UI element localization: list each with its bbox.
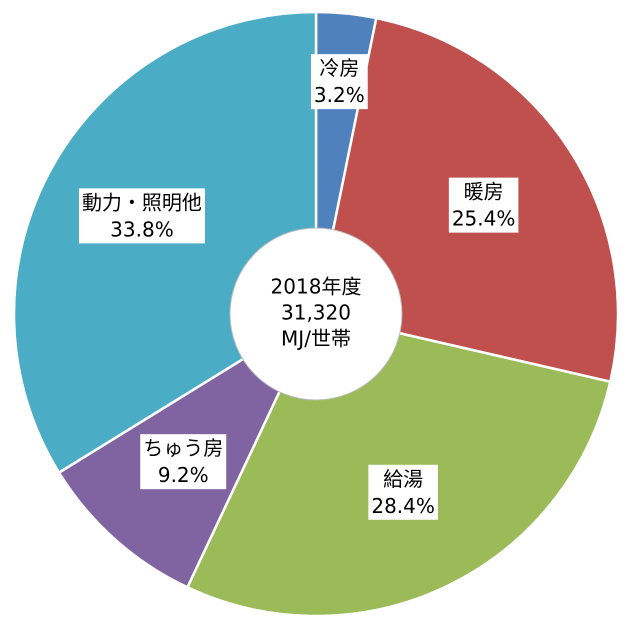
label-bg bbox=[78, 188, 205, 244]
center-label: MJ/世帯 bbox=[281, 327, 351, 351]
slice-label: ちゅう房 9.2% bbox=[140, 434, 227, 490]
label-bg bbox=[448, 177, 519, 233]
value-label: 33.8% bbox=[110, 217, 174, 241]
value-label: 9.2% bbox=[158, 463, 209, 487]
slice-label: 冷房 3.2% bbox=[310, 54, 368, 110]
center-label: 31,320 bbox=[281, 301, 351, 325]
category-label: 暖房 bbox=[464, 180, 504, 204]
category-label: 給湯 bbox=[383, 467, 423, 491]
category-label: 冷房 bbox=[319, 56, 359, 80]
label-bg bbox=[140, 434, 227, 490]
slice-label: 動力・照明他 33.8% bbox=[78, 188, 205, 244]
value-label: 28.4% bbox=[371, 494, 435, 518]
category-label: 動力・照明他 bbox=[82, 190, 202, 214]
label-bg bbox=[368, 464, 438, 520]
slice-label: 暖房 25.4% bbox=[448, 177, 519, 233]
value-label: 3.2% bbox=[314, 83, 365, 107]
category-label: ちゅう房 bbox=[143, 436, 223, 460]
value-label: 25.4% bbox=[452, 207, 516, 231]
slice-label: 給湯 28.4% bbox=[368, 464, 438, 520]
label-bg bbox=[310, 54, 368, 110]
donut-hole bbox=[229, 227, 403, 401]
center-label: 2018年度 bbox=[271, 275, 362, 299]
